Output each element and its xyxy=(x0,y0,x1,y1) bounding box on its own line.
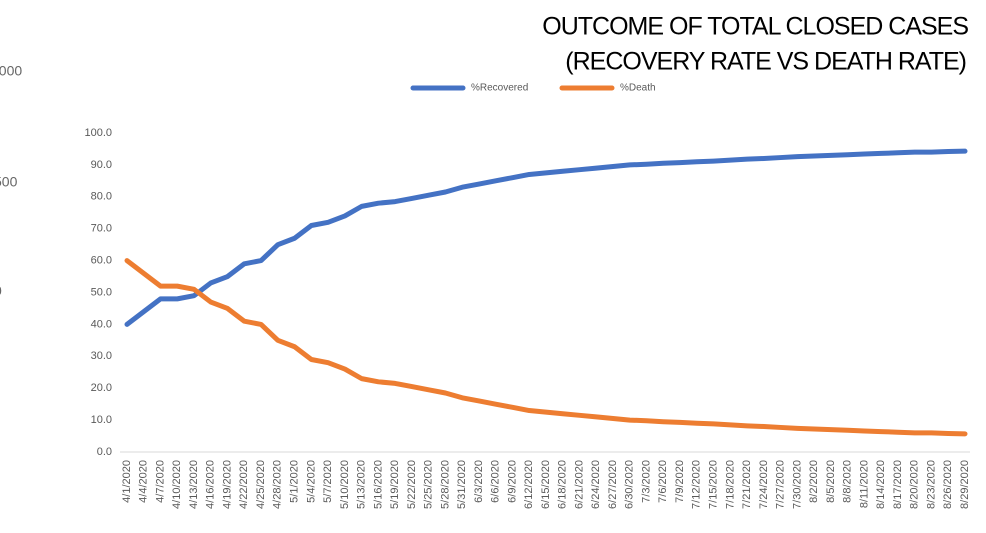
x-tick-label: 4/1/2020 xyxy=(121,460,133,503)
x-tick-label: 6/24/2020 xyxy=(590,460,602,509)
x-tick-label: 6/15/2020 xyxy=(540,460,552,509)
x-tick-label: 6/3/2020 xyxy=(473,460,485,503)
x-tick-label: 7/18/2020 xyxy=(724,460,736,509)
x-tick-label: 5/4/2020 xyxy=(305,460,317,503)
x-tick-label: 8/17/2020 xyxy=(892,460,904,509)
x-tick-label: 7/30/2020 xyxy=(791,460,803,509)
y-tick-label: 0.0 xyxy=(97,446,112,458)
x-tick-label: 7/3/2020 xyxy=(640,460,652,503)
x-tick-label: 6/21/2020 xyxy=(573,460,585,509)
y-tick-label: 30.0 xyxy=(91,350,112,362)
x-tick-label: 6/6/2020 xyxy=(490,460,502,503)
y-tick-label: 70.0 xyxy=(91,223,112,235)
x-tick-label: 7/6/2020 xyxy=(657,460,669,503)
x-tick-label: 4/19/2020 xyxy=(221,460,233,509)
x-tick-label: 5/16/2020 xyxy=(372,460,384,509)
x-tick-label: 5/25/2020 xyxy=(423,460,435,509)
x-tick-label: 7/27/2020 xyxy=(775,460,787,509)
x-tick-label: 7/24/2020 xyxy=(758,460,770,509)
x-tick-label: 7/21/2020 xyxy=(741,460,753,509)
line-series xyxy=(124,148,968,327)
x-tick-label: 8/2/2020 xyxy=(808,460,820,503)
x-tick-label: 8/29/2020 xyxy=(959,460,971,509)
y-tick-label: 10.0 xyxy=(91,414,112,426)
background-label: 1000 xyxy=(0,63,22,79)
x-tick-label: 7/12/2020 xyxy=(691,460,703,509)
x-tick-label: 5/31/2020 xyxy=(456,460,468,509)
line-series xyxy=(124,258,968,437)
x-tick-label: 8/20/2020 xyxy=(909,460,921,509)
y-tick-label: 90.0 xyxy=(91,159,112,171)
legend-label: %Recovered xyxy=(471,83,528,94)
x-tick-label: 4/28/2020 xyxy=(272,460,284,509)
x-tick-label: 7/15/2020 xyxy=(708,460,720,509)
x-tick-label: 5/19/2020 xyxy=(389,460,401,509)
x-tick-label: 4/4/2020 xyxy=(138,460,150,503)
y-tick-label: 60.0 xyxy=(91,255,112,267)
x-tick-label: 4/22/2020 xyxy=(238,460,250,509)
x-tick-label: 8/8/2020 xyxy=(842,460,854,503)
x-tick-label: 8/14/2020 xyxy=(875,460,887,509)
legend-label: %Death xyxy=(620,83,656,94)
x-tick-label: 8/5/2020 xyxy=(825,460,837,503)
x-tick-label: 5/22/2020 xyxy=(406,460,418,509)
x-tick-label: 5/13/2020 xyxy=(356,460,368,509)
x-tick-label: 5/28/2020 xyxy=(439,460,451,509)
x-tick-label: 7/9/2020 xyxy=(674,460,686,503)
x-tick-label: 4/7/2020 xyxy=(154,460,166,503)
x-tick-label: 6/30/2020 xyxy=(624,460,636,509)
x-tick-label: 6/27/2020 xyxy=(607,460,619,509)
background-label: 0 xyxy=(0,283,2,299)
y-tick-label: 40.0 xyxy=(91,318,112,330)
y-tick-label: 50.0 xyxy=(91,286,112,298)
chart-title: OUTCOME OF TOTAL CLOSED CASES xyxy=(542,13,968,41)
background-label: 500 xyxy=(0,174,18,190)
x-tick-label: 6/9/2020 xyxy=(506,460,518,503)
x-tick-label: 8/26/2020 xyxy=(942,460,954,509)
x-tick-label: 4/25/2020 xyxy=(255,460,267,509)
x-tick-label: 6/12/2020 xyxy=(523,460,535,509)
x-tick-label: 5/1/2020 xyxy=(289,460,301,503)
chart-title: (RECOVERY RATE VS DEATH RATE) xyxy=(565,48,966,76)
x-tick-label: 8/23/2020 xyxy=(925,460,937,509)
y-tick-label: 80.0 xyxy=(91,191,112,203)
x-tick-label: 4/13/2020 xyxy=(188,460,200,509)
y-tick-label: 100.0 xyxy=(84,127,112,139)
x-tick-label: 6/18/2020 xyxy=(557,460,569,509)
x-tick-label: 8/11/2020 xyxy=(858,460,870,508)
x-tick-label: 5/7/2020 xyxy=(322,460,334,503)
x-tick-label: 4/10/2020 xyxy=(171,460,183,509)
x-tick-label: 5/10/2020 xyxy=(339,460,351,509)
y-tick-label: 20.0 xyxy=(91,382,112,394)
x-tick-label: 4/16/2020 xyxy=(205,460,217,509)
